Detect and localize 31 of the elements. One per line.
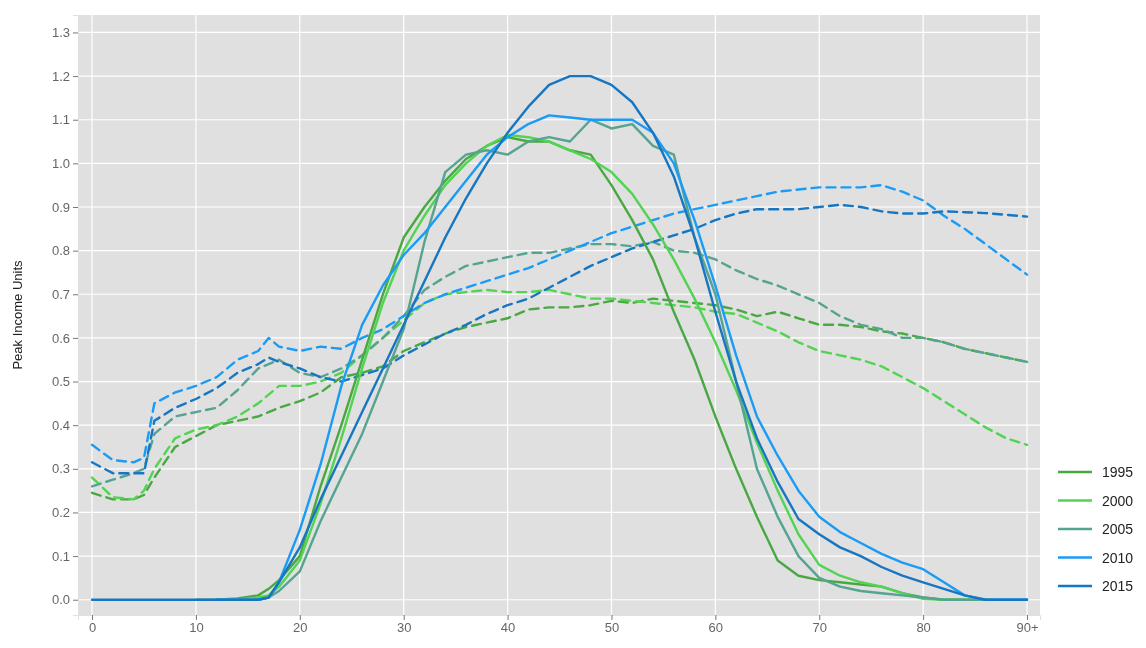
legend-label: 1995	[1102, 464, 1134, 480]
x-tick-label: 20	[293, 620, 308, 636]
y-tick-label: 1.0	[51, 156, 70, 172]
y-axis-title: Peak Income Units	[10, 259, 25, 370]
y-tick-label: 0.4	[51, 417, 70, 433]
legend-label: 2005	[1102, 521, 1134, 537]
y-tick-label: 0.3	[51, 461, 70, 477]
y-tick-label: 0.6	[51, 330, 70, 346]
y-tick-label: 0.8	[51, 243, 70, 259]
x-tick-label: 30	[396, 620, 412, 636]
y-tick-label: 1.1	[51, 112, 70, 128]
x-tick-label: 60	[708, 620, 724, 636]
x-tick-label: 70	[812, 620, 827, 636]
y-tick-label: 0.2	[51, 505, 70, 521]
x-tick-label: 90+	[1016, 620, 1039, 636]
x-tick-label: 40	[500, 620, 516, 636]
y-tick-label: 0.0	[51, 592, 70, 608]
legend-label: 2015	[1102, 578, 1134, 594]
x-tick-label: 10	[189, 620, 204, 636]
line-series	[90, 74, 1029, 601]
y-tick-label: 0.9	[51, 199, 70, 215]
x-tick-label: 80	[916, 620, 931, 636]
legend-label: 2000	[1102, 492, 1134, 509]
y-tick-label: 0.7	[51, 286, 70, 302]
y-tick-label: 1.3	[51, 25, 70, 41]
y-tick-label: 1.2	[51, 68, 70, 84]
y-tick-label: 0.5	[51, 374, 70, 390]
x-tick-label: 0	[88, 620, 97, 636]
legend-label: 2010	[1102, 549, 1134, 566]
x-tick-label: 50	[604, 620, 620, 636]
y-tick-label: 0.1	[51, 548, 70, 564]
